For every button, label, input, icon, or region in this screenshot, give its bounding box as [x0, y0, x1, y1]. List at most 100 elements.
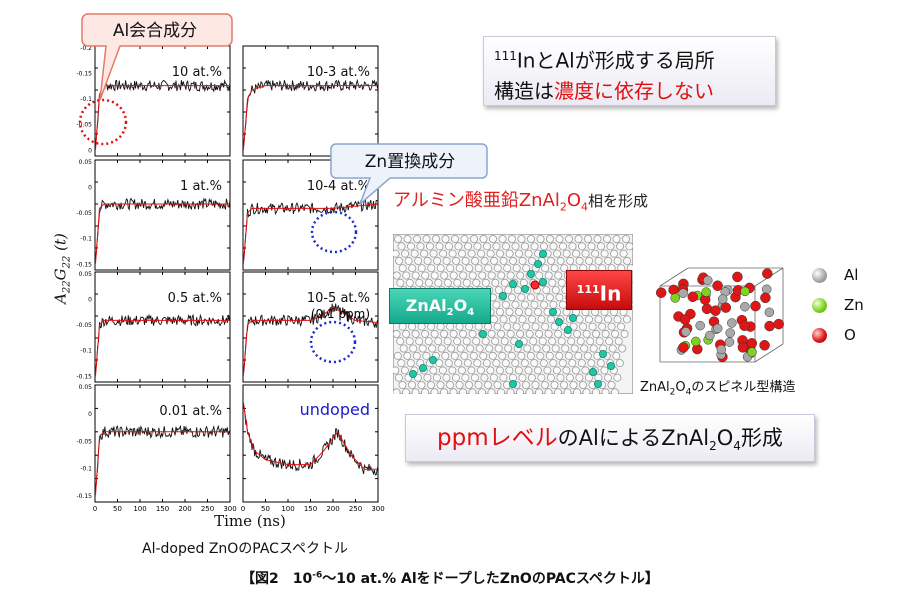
- o-atom: [773, 318, 784, 330]
- lattice-atom: [607, 322, 616, 331]
- lattice-atom: [451, 235, 460, 243]
- zn-al-atom: [588, 367, 597, 376]
- lattice-atom: [554, 388, 562, 394]
- lattice-atom: [570, 344, 579, 353]
- lattice-atom: [393, 388, 401, 394]
- lattice-atom: [480, 373, 489, 382]
- lattice-atom: [493, 380, 502, 389]
- lattice-atom: [449, 329, 458, 338]
- o-atom: [764, 320, 775, 332]
- lattice-atom: [536, 351, 545, 360]
- lattice-atom: [473, 242, 482, 251]
- lattice-atom: [393, 366, 400, 375]
- zn-al-atom: [548, 308, 557, 317]
- lattice-atom: [409, 344, 418, 353]
- lattice-atom: [607, 380, 616, 389]
- lattice-atom: [395, 256, 404, 265]
- lattice-atom: [542, 286, 551, 295]
- message-line2b: 濃度に依存しない: [554, 78, 714, 103]
- lattice-atom: [550, 380, 559, 389]
- lattice-atom: [468, 388, 477, 394]
- lattice-atom: [505, 249, 514, 258]
- lattice-atom: [472, 337, 481, 346]
- lattice-atom: [488, 351, 497, 360]
- lattice-atom: [414, 256, 423, 265]
- lattice-atom: [560, 264, 569, 273]
- lattice-atom: [455, 380, 464, 389]
- lattice-atom: [407, 380, 416, 389]
- lattice-atom: [594, 256, 603, 265]
- lattice-atom: [583, 351, 592, 360]
- lattice-atom: [520, 359, 529, 368]
- y-tick-label: -0.15: [76, 261, 92, 268]
- lattice-atom: [601, 329, 610, 338]
- lattice-atom: [492, 300, 501, 309]
- lattice-atom: [472, 278, 481, 287]
- lattice-atom: [438, 366, 447, 375]
- lattice-atom: [612, 351, 621, 360]
- lattice-atom: [526, 293, 535, 302]
- lattice-atom: [582, 329, 591, 338]
- plot-caption: Al-doped ZnOのPACスペクトル: [142, 541, 348, 557]
- lattice-atom: [467, 366, 476, 375]
- lattice-atom: [584, 373, 593, 382]
- lattice-atom: [577, 242, 586, 251]
- lattice-atom: [458, 249, 467, 258]
- zn-al-atom: [554, 318, 563, 327]
- lattice-atom: [573, 329, 582, 338]
- lattice-atom: [412, 351, 421, 360]
- lattice-atom: [452, 256, 461, 265]
- zn-al-atom: [568, 314, 577, 323]
- lattice-atom: [548, 337, 557, 346]
- lattice-atom: [549, 300, 558, 309]
- lattice-atom: [492, 242, 501, 251]
- lattice-atom: [393, 249, 400, 258]
- lattice-atom: [566, 256, 575, 265]
- lattice-atom: [564, 351, 573, 360]
- znal2o4-label: ZnAl2O4: [389, 288, 491, 324]
- lattice-atom: [394, 235, 402, 243]
- lattice-atom: [540, 380, 549, 389]
- lattice-atom: [520, 242, 529, 251]
- lattice-atom: [556, 256, 565, 265]
- lattice-atom: [533, 366, 542, 375]
- lattice-atom: [435, 242, 444, 251]
- fit-line: [95, 85, 230, 150]
- lattice-atom: [442, 373, 451, 382]
- lattice-atom: [411, 271, 420, 280]
- lattice-atom: [526, 235, 535, 243]
- lattice-atom: [539, 242, 548, 251]
- lattice-atom: [604, 256, 613, 265]
- lattice-atom: [515, 249, 524, 258]
- lattice-atom: [453, 337, 462, 346]
- o-atom: [655, 287, 667, 298]
- lattice-atom: [436, 264, 445, 273]
- lattice-atom: [503, 264, 512, 273]
- y-tick-label: 0: [88, 147, 92, 154]
- zn-al-atom: [408, 369, 417, 378]
- lattice-atom: [593, 235, 602, 243]
- lattice-atom: [591, 249, 600, 258]
- lattice-atom: [415, 337, 424, 346]
- lattice-atom: [450, 351, 459, 360]
- lattice-atom: [602, 235, 611, 243]
- lattice-atom: [492, 359, 501, 368]
- lattice-atom: [545, 235, 554, 243]
- lattice-atom: [421, 388, 429, 394]
- lattice-atom: [618, 344, 627, 353]
- panel-label: 0.5 at.%: [168, 291, 222, 306]
- lattice-atom: [430, 388, 439, 394]
- lattice-atom: [538, 337, 547, 346]
- lattice-atom: [421, 329, 430, 338]
- lattice-atom: [578, 380, 587, 389]
- lattice-atom: [496, 308, 505, 317]
- spectrum-panel: 0.050-0.05-0.1-0.150 50 100 150 200 250 3000.0…: [76, 384, 236, 513]
- o-atom: [762, 268, 773, 279]
- lattice-atom: [484, 380, 493, 389]
- y-tick-label: -0.1: [80, 96, 92, 103]
- zn-legend-label: Zn: [844, 296, 864, 314]
- lattice-atom: [565, 373, 574, 382]
- lattice-atom: [571, 366, 580, 375]
- lattice-atom: [478, 388, 486, 394]
- lattice-atom: [563, 388, 572, 394]
